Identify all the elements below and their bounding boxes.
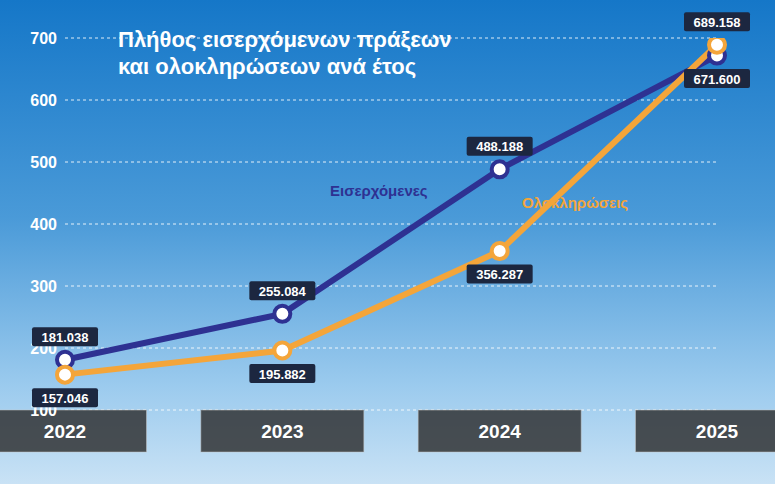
html-text:Ολοκληρώσεις: Ολοκληρώσεις — [522, 194, 629, 211]
svg-text:2024: 2024 — [479, 421, 522, 442]
svg-text:689.158: 689.158 — [694, 15, 741, 30]
svg-text:600: 600 — [30, 92, 57, 109]
html-text:Πλήθος εισερχόμενων πράξεων κα: Πλήθος εισερχόμενων πράξεων και ολοκληρώ… — [118, 27, 452, 79]
svg-text:255.084: 255.084 — [259, 284, 307, 299]
svg-text:400: 400 — [30, 216, 57, 233]
svg-text:2025: 2025 — [696, 421, 739, 442]
svg-text:200: 200 — [30, 339, 57, 357]
svg-text:195.882: 195.882 — [259, 367, 306, 382]
svg-text:2022: 2022 — [44, 421, 86, 442]
svg-text:500: 500 — [30, 154, 57, 171]
svg-text:700: 700 — [30, 30, 57, 47]
svg-text:488.188: 488.188 — [476, 139, 523, 154]
svg-text:181.038: 181.038 — [42, 330, 89, 345]
svg-text:671.600: 671.600 — [694, 72, 741, 87]
svg-text:356.287: 356.287 — [476, 267, 523, 282]
svg-text:157.046: 157.046 — [42, 391, 89, 406]
svg-text:2023: 2023 — [261, 421, 303, 442]
svg-text:100: 100 — [30, 401, 57, 419]
html-text:Εισερχόμενες: Εισερχόμενες — [330, 182, 428, 199]
svg-text:300: 300 — [30, 278, 57, 295]
